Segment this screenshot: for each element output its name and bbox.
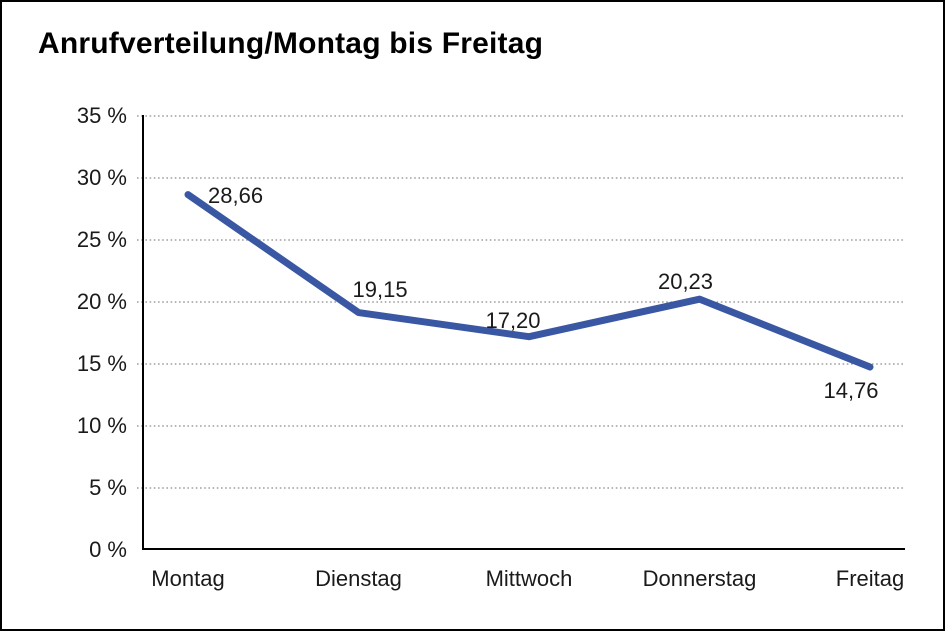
y-tick-label: 10 % xyxy=(76,413,127,438)
y-tick-label: 35 % xyxy=(76,103,127,128)
x-category-label: Mittwoch xyxy=(485,566,573,591)
y-tick-label: 5 % xyxy=(89,475,127,500)
y-tick-label: 15 % xyxy=(76,351,127,376)
y-tick-label: 0 % xyxy=(89,537,127,562)
y-tick-label: 30 % xyxy=(76,165,127,190)
data-point-label: 20,23 xyxy=(657,269,714,295)
x-category-label: Donnerstag xyxy=(642,566,757,591)
data-point-label: 28,66 xyxy=(208,182,264,208)
data-line xyxy=(184,191,874,371)
x-category-label: Freitag xyxy=(835,566,905,591)
data-point-label: 14,76 xyxy=(823,377,879,403)
x-category-label: Dienstag xyxy=(315,566,402,591)
x-category-label: Montag xyxy=(151,566,225,591)
y-tick-label: 25 % xyxy=(76,227,127,252)
data-point-label: 17,20 xyxy=(485,307,541,333)
data-point-label: 19,15 xyxy=(352,276,408,302)
y-tick-label: 20 % xyxy=(76,289,127,314)
chart-title: Anrufverteilung/Montag bis Freitag xyxy=(38,27,544,60)
